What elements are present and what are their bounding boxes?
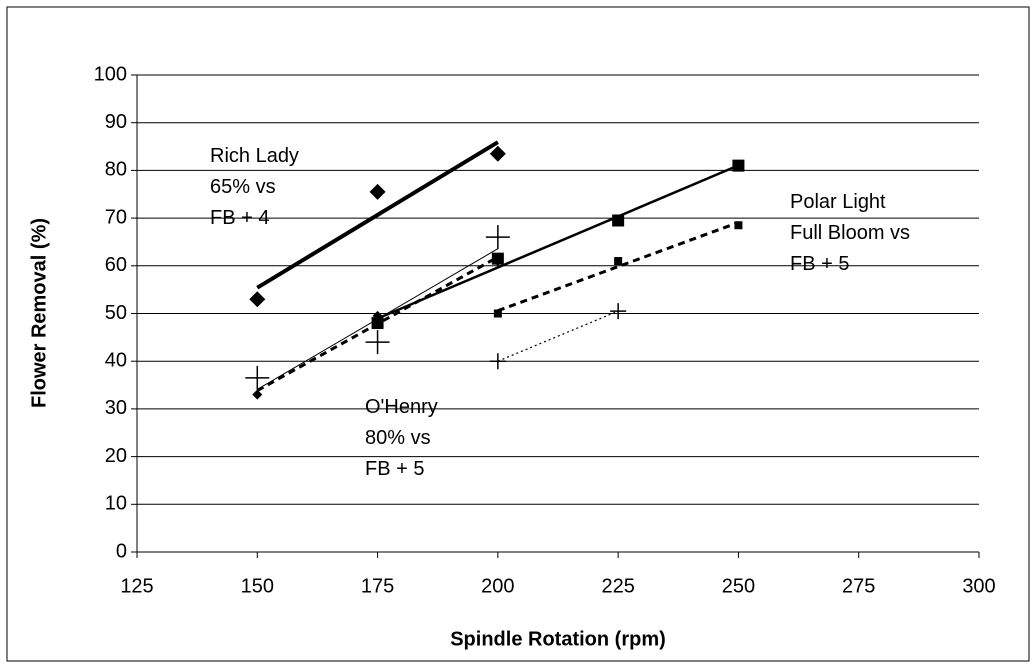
y-tick-label: 80 [105,159,127,181]
x-tick-label: 275 [842,575,875,597]
annotation-line: 65% vs [210,176,276,198]
annotation: Rich Lady 65% vs FB + 4 [210,145,299,229]
trendline [377,164,739,320]
annotation: Polar Light Full Bloom vs FB + 5 [790,191,910,275]
point [245,365,270,390]
x-tick-label: 300 [962,575,995,597]
point [614,257,623,266]
y-tick-label: 10 [105,493,127,515]
annotation-line: FB + 5 [790,253,849,275]
annotation-line: Full Bloom vs [790,222,910,244]
x-tick-label: 200 [481,575,514,597]
y-tick-label: 60 [105,254,127,276]
chart-border [6,6,1030,662]
annotation-line: FB + 5 [365,458,424,480]
point [371,317,384,330]
x-axis-title: Spindle Rotation (rpm) [450,628,666,650]
y-tick-label: 40 [105,349,127,371]
point [734,221,743,230]
point [491,252,504,265]
point [365,330,390,355]
x-tick-label: 125 [120,575,153,597]
y-tick-label: 70 [105,206,127,228]
point [249,291,266,308]
point [252,389,263,400]
trendline [497,221,739,313]
annotation-line: 80% vs [365,427,431,449]
point [610,303,627,320]
point [612,214,625,227]
trendline [256,140,499,290]
y-tick-label: 30 [105,397,127,419]
point [732,159,745,172]
y-axis-title: Flower Removal (%) [28,218,50,408]
x-tick-label: 250 [722,575,755,597]
y-tick-label: 20 [105,445,127,467]
annotation-line: Polar Light [790,191,886,213]
point [489,353,506,370]
y-tick-label: 50 [105,302,127,324]
y-tick-label: 100 [94,63,127,85]
x-tick-label: 175 [361,575,394,597]
point [485,225,510,250]
point [369,183,386,200]
y-tick-label: 0 [116,540,127,562]
point [493,309,502,318]
x-tick-label: 150 [241,575,274,597]
y-tick-label: 90 [105,111,127,133]
annotation-line: Rich Lady [210,145,299,167]
point [489,145,506,162]
x-tick-label: 225 [601,575,634,597]
annotation-line: O'Henry [365,396,438,418]
annotation-line: FB + 4 [210,207,269,229]
trendline [497,310,619,362]
annotation: O'Henry 80% vs FB + 5 [365,396,438,480]
